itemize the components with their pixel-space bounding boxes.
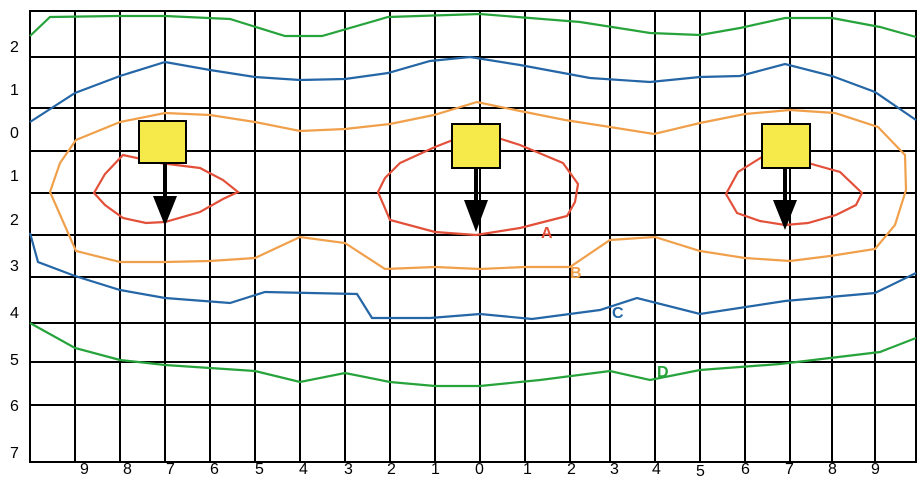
- column-label-5: 4: [299, 461, 308, 478]
- curve-c: C: [28, 55, 917, 322]
- row-label-7: 5: [10, 352, 19, 369]
- column-label-15: 6: [741, 461, 750, 478]
- column-label-10: 1: [523, 461, 532, 478]
- marker-right: [761, 123, 811, 230]
- square-marker: [138, 120, 187, 164]
- row-label-9: 7: [10, 445, 19, 462]
- column-label-17: 8: [828, 461, 837, 478]
- row-label-4: 2: [10, 212, 19, 229]
- row-label-6: 4: [10, 305, 19, 322]
- column-label-16: 7: [785, 461, 794, 478]
- column-label-0: 9: [80, 461, 89, 478]
- curve-c-bottom: [28, 232, 917, 321]
- marker-left: [138, 120, 187, 226]
- row-label-1: 1: [10, 82, 19, 99]
- column-label-7: 2: [387, 461, 396, 478]
- curve-b: B: [48, 100, 908, 282]
- curve-d-bottom: [29, 322, 917, 388]
- curve-a-loop-right: [724, 150, 864, 227]
- square-marker: [451, 123, 501, 169]
- column-label-8: 1: [431, 461, 440, 478]
- curve-a-loop-left: [92, 153, 241, 225]
- column-label-14: 5: [696, 463, 705, 478]
- column-label-11: 2: [567, 461, 576, 478]
- column-label-2: 7: [166, 461, 175, 478]
- curve-a-loop-center: [376, 129, 580, 237]
- down-arrow-icon: [773, 200, 797, 230]
- column-label-3: 6: [210, 461, 219, 478]
- curve-label-a: A: [541, 225, 553, 242]
- curve-label-b: B: [570, 265, 582, 282]
- curve-d: D: [29, 12, 917, 388]
- marker-center: [451, 123, 501, 232]
- curve-c-top: [29, 55, 917, 123]
- row-label-3: 1: [10, 168, 19, 185]
- column-label-6: 3: [344, 461, 353, 478]
- column-label-9: 0: [475, 461, 484, 478]
- column-label-12: 3: [610, 461, 619, 478]
- curve-label-c: C: [612, 305, 624, 322]
- column-label-4: 5: [255, 461, 264, 478]
- column-label-1: 8: [123, 461, 132, 478]
- column-label-18: 9: [871, 461, 880, 478]
- curve-label-d: D: [657, 364, 669, 381]
- curve-d-top: [29, 12, 917, 39]
- square-marker: [761, 123, 811, 169]
- curve-b-outline: [48, 100, 908, 271]
- row-label-8: 6: [10, 398, 19, 415]
- grid-lines: [29, 10, 917, 463]
- down-arrow-icon: [153, 196, 177, 226]
- row-label-0: 2: [10, 39, 19, 56]
- column-label-13: 4: [652, 461, 661, 478]
- row-label-5: 3: [10, 258, 19, 275]
- down-arrow-icon: [464, 200, 488, 232]
- row-label-2: 0: [10, 125, 19, 142]
- curve-a: A: [92, 129, 864, 242]
